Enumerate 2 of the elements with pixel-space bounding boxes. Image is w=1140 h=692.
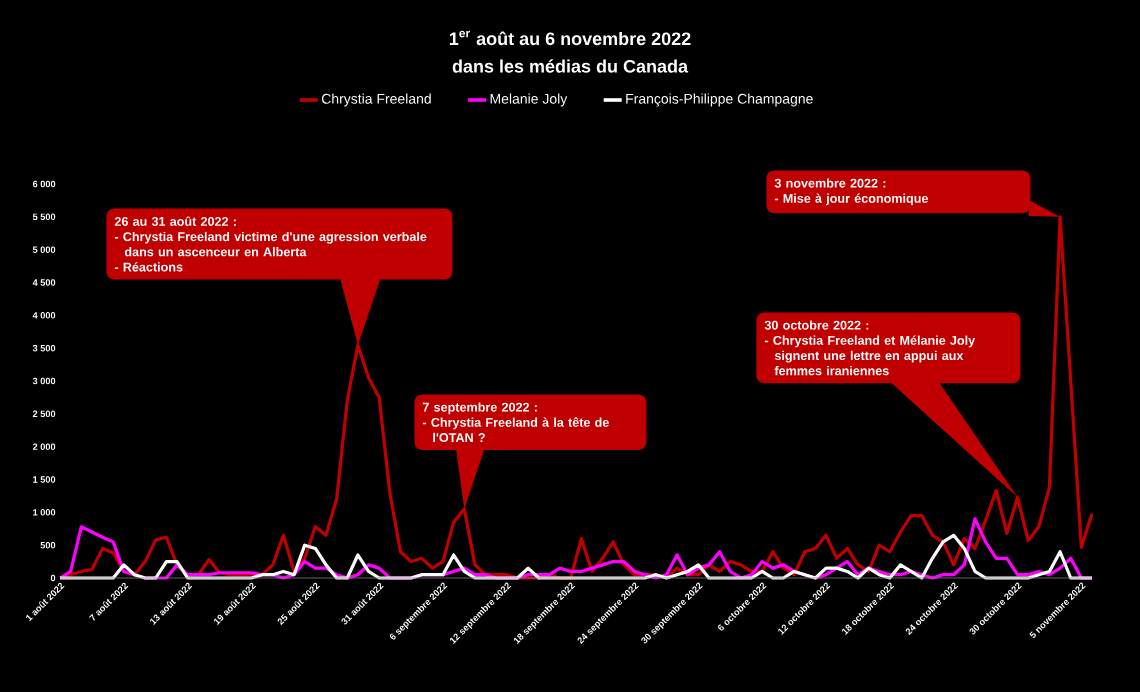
chart-subtitle: dans les médias du Canada — [452, 59, 689, 73]
chart-title: 1$^{er}$ août au 6 novembre 2022 — [449, 30, 691, 46]
